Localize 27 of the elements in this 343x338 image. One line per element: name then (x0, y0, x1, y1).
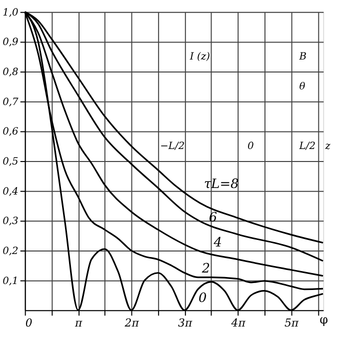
series-label: 0 (198, 291, 207, 306)
series-label: 2 (200, 261, 210, 276)
y-tick-label: 0,8 (2, 67, 18, 78)
y-tick-label: 0,2 (2, 246, 18, 257)
annotation: L/2 (298, 141, 316, 152)
y-tick-label: 1,0 (2, 7, 18, 18)
x-tick-label: π (74, 316, 84, 330)
annotation: 0 (248, 141, 254, 152)
y-tick-label: 0,4 (2, 186, 18, 198)
y-tick-label: 0,6 (2, 126, 18, 138)
x-tick-label: 0 (25, 316, 32, 330)
x-tick-label: 3π (178, 316, 193, 330)
y-tick-label: 0,7 (2, 96, 20, 108)
x-tick-label: 4π (230, 316, 246, 330)
y-tick-label: 0,5 (2, 156, 18, 168)
y-tick-label: 0,9 (2, 37, 20, 48)
series-label: 4 (212, 236, 222, 251)
annotation: θ (299, 81, 306, 92)
y-tick-label: 0,3 (2, 216, 18, 228)
x-axis-title: φ (320, 312, 328, 327)
y-tick-label: 0,1 (2, 276, 18, 287)
annotation: I (z) (188, 52, 210, 63)
annotation: B (298, 52, 307, 63)
annotation: −L/2 (160, 141, 185, 152)
x-tick-label: 2π (124, 316, 140, 330)
x-tick-label: 5π (284, 316, 300, 330)
text: z (324, 141, 332, 152)
